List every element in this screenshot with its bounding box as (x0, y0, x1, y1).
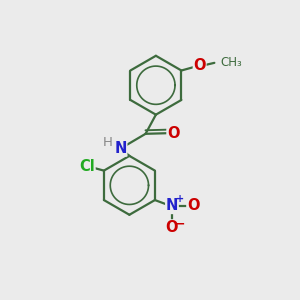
Text: O: O (187, 198, 200, 213)
Text: O: O (166, 220, 178, 235)
Text: N: N (114, 141, 127, 156)
Text: CH₃: CH₃ (221, 56, 243, 69)
Text: Cl: Cl (79, 159, 95, 174)
Text: O: O (167, 126, 179, 141)
Text: N: N (166, 198, 178, 213)
Text: −: − (174, 217, 185, 230)
Text: H: H (102, 136, 112, 148)
Text: +: + (176, 194, 184, 204)
Text: O: O (194, 58, 206, 73)
